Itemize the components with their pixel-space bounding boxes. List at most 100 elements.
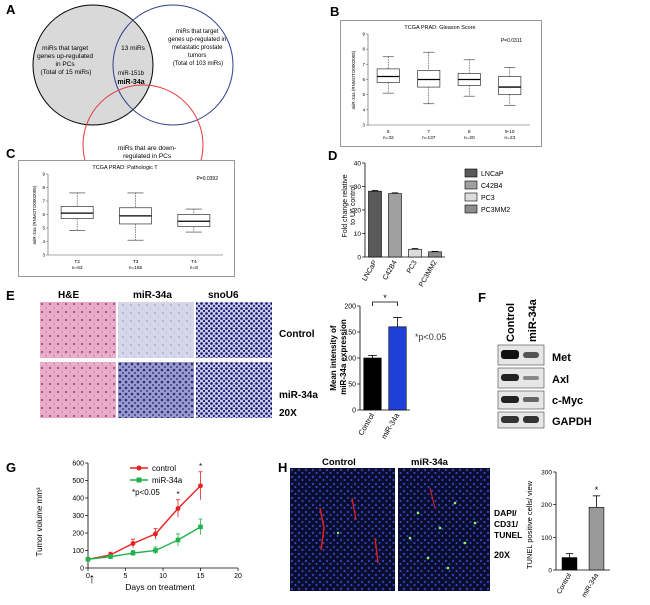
- group-label: T2: [74, 259, 80, 265]
- bar: [388, 326, 407, 411]
- panel-b-boxplot: TCGA PRAD: Gleason Score P=0.0311 miR-34…: [351, 25, 530, 141]
- panel-label-e: E: [6, 288, 15, 303]
- y-tick-label: 600: [72, 461, 84, 468]
- panel-h-fluorescence: [290, 468, 490, 591]
- y-tick-label: 9: [362, 32, 365, 37]
- box: [376, 68, 400, 83]
- panel-g-pnote: *p<0.05: [132, 488, 160, 497]
- y-tick-label: 4: [42, 239, 45, 244]
- data-point: [198, 483, 203, 489]
- panel-g-legend-control: control: [152, 464, 176, 473]
- panel-h-header-control: Control: [322, 457, 356, 468]
- y-tick-label: 0: [80, 566, 84, 573]
- x-tick-label: 5: [124, 573, 128, 580]
- bar: [388, 193, 402, 258]
- y-tick-label: 500: [72, 478, 84, 485]
- tile-he-control: [40, 302, 116, 358]
- tile-h-control: [290, 468, 395, 591]
- group-label: T4: [191, 259, 197, 265]
- data-point: [130, 541, 136, 546]
- band-axl-control: [501, 374, 519, 381]
- tile-h-mir: [398, 468, 490, 591]
- y-tick-label: 150: [344, 330, 356, 337]
- panel-c-title: TCGA PRAD: Pathologic T: [92, 165, 158, 171]
- panel-e-row-mir: miR-34a: [279, 390, 318, 401]
- group-n: n=32: [383, 135, 394, 141]
- bar: [588, 506, 605, 571]
- tile-snou6-treated: [196, 362, 272, 418]
- panel-e-header-snou6: snoU6: [208, 290, 239, 301]
- venn-text-right: miRs that target genes up-regulated in m…: [168, 29, 228, 67]
- legend-label: PC3MM2: [481, 207, 510, 214]
- legend-swatch: [464, 180, 478, 190]
- group-n: n=137: [422, 135, 436, 141]
- x-tick-label: LNCaP: [361, 259, 379, 282]
- panel-g-xlabel: Days on treatment: [125, 582, 195, 592]
- panel-label-h: H: [278, 460, 288, 475]
- panel-h-header-mir: miR-34a: [411, 457, 448, 468]
- significance-star: *: [595, 485, 599, 495]
- series-line: [87, 526, 201, 560]
- tile-mir-control: [118, 302, 194, 358]
- y-tick-label: 0: [352, 408, 356, 415]
- panel-b-title: TCGA PRAD: Gleason Score: [404, 25, 475, 31]
- panel-f-lane-control: Control: [505, 303, 517, 342]
- panel-label-f: F: [478, 290, 486, 305]
- band-cmyc-mir: [523, 397, 539, 402]
- panel-c-ylabel: miR-34a (RNMOTO0002005): [32, 185, 37, 244]
- group-n: n=8: [190, 265, 198, 271]
- group-label: 6: [387, 129, 390, 135]
- panel-f-lane-mir: miR-34a: [527, 298, 539, 342]
- legend-label: LNCaP: [481, 171, 504, 178]
- venn-circle-right: [112, 4, 234, 126]
- venn-text-center-1: miR-151b: [118, 71, 145, 77]
- y-tick-label: 200: [344, 304, 356, 311]
- group-label: 8: [468, 129, 471, 135]
- box: [417, 70, 441, 88]
- panel-d-ylabel: Fold change relative to U6 control: [342, 173, 357, 238]
- y-tick-label: 100: [72, 548, 84, 555]
- venn-text-overlap-top: 13 miRs: [121, 45, 146, 52]
- group-n: n=20: [464, 135, 475, 141]
- band-gapdh-mir: [523, 416, 539, 423]
- significance-star: *: [176, 490, 179, 499]
- panel-h-ylabel: TUNEL positive cells/ view: [525, 480, 534, 569]
- panel-h-stain-label: DAPI/ CD31/ TUNEL: [494, 508, 523, 540]
- data-point: [175, 537, 181, 543]
- legend-swatch: [464, 168, 478, 178]
- panel-label-d: D: [328, 148, 338, 163]
- panel-h-magnification: 20X: [494, 550, 511, 560]
- band-cmyc-control: [501, 396, 519, 403]
- x-tick-label: PC3: [406, 259, 419, 274]
- group-label: 7: [427, 129, 430, 135]
- panel-d-barchart: Fold change relative to U6 control 0 10 20…: [342, 161, 510, 289]
- y-tick-label: 8: [42, 185, 45, 190]
- data-point: [130, 550, 136, 556]
- data-point: [85, 556, 91, 562]
- panel-c-pvalue: P=0.0392: [196, 176, 218, 182]
- y-tick-label: 5: [362, 92, 365, 97]
- y-tick-label: 6: [362, 77, 365, 82]
- box: [177, 214, 211, 227]
- panel-e-magnification: 20X: [279, 408, 297, 419]
- y-tick-label: 30: [354, 184, 362, 191]
- y-tick-label: 100: [344, 356, 356, 363]
- panel-b-pvalue: P=0.0311: [501, 38, 522, 44]
- bar: [363, 357, 382, 411]
- box: [498, 76, 522, 96]
- panel-e-row-control: Control: [279, 329, 315, 340]
- data-point: [153, 531, 158, 537]
- y-tick-label: 200: [541, 502, 552, 509]
- panel-label-a: A: [6, 2, 16, 17]
- panel-label-g: G: [6, 460, 17, 475]
- panel-f-protein-met: Met: [552, 352, 571, 364]
- band-gapdh-control: [501, 416, 519, 423]
- band-met-mir: [523, 352, 539, 358]
- y-tick-label: 10: [354, 231, 362, 238]
- y-tick-label: 3: [42, 253, 45, 258]
- venn-circle-left: [32, 4, 154, 126]
- y-tick-label: 300: [72, 513, 84, 520]
- tile-mir-treated: [118, 362, 194, 418]
- y-tick-label: 20: [354, 208, 362, 215]
- group-label: 9-10: [505, 129, 515, 135]
